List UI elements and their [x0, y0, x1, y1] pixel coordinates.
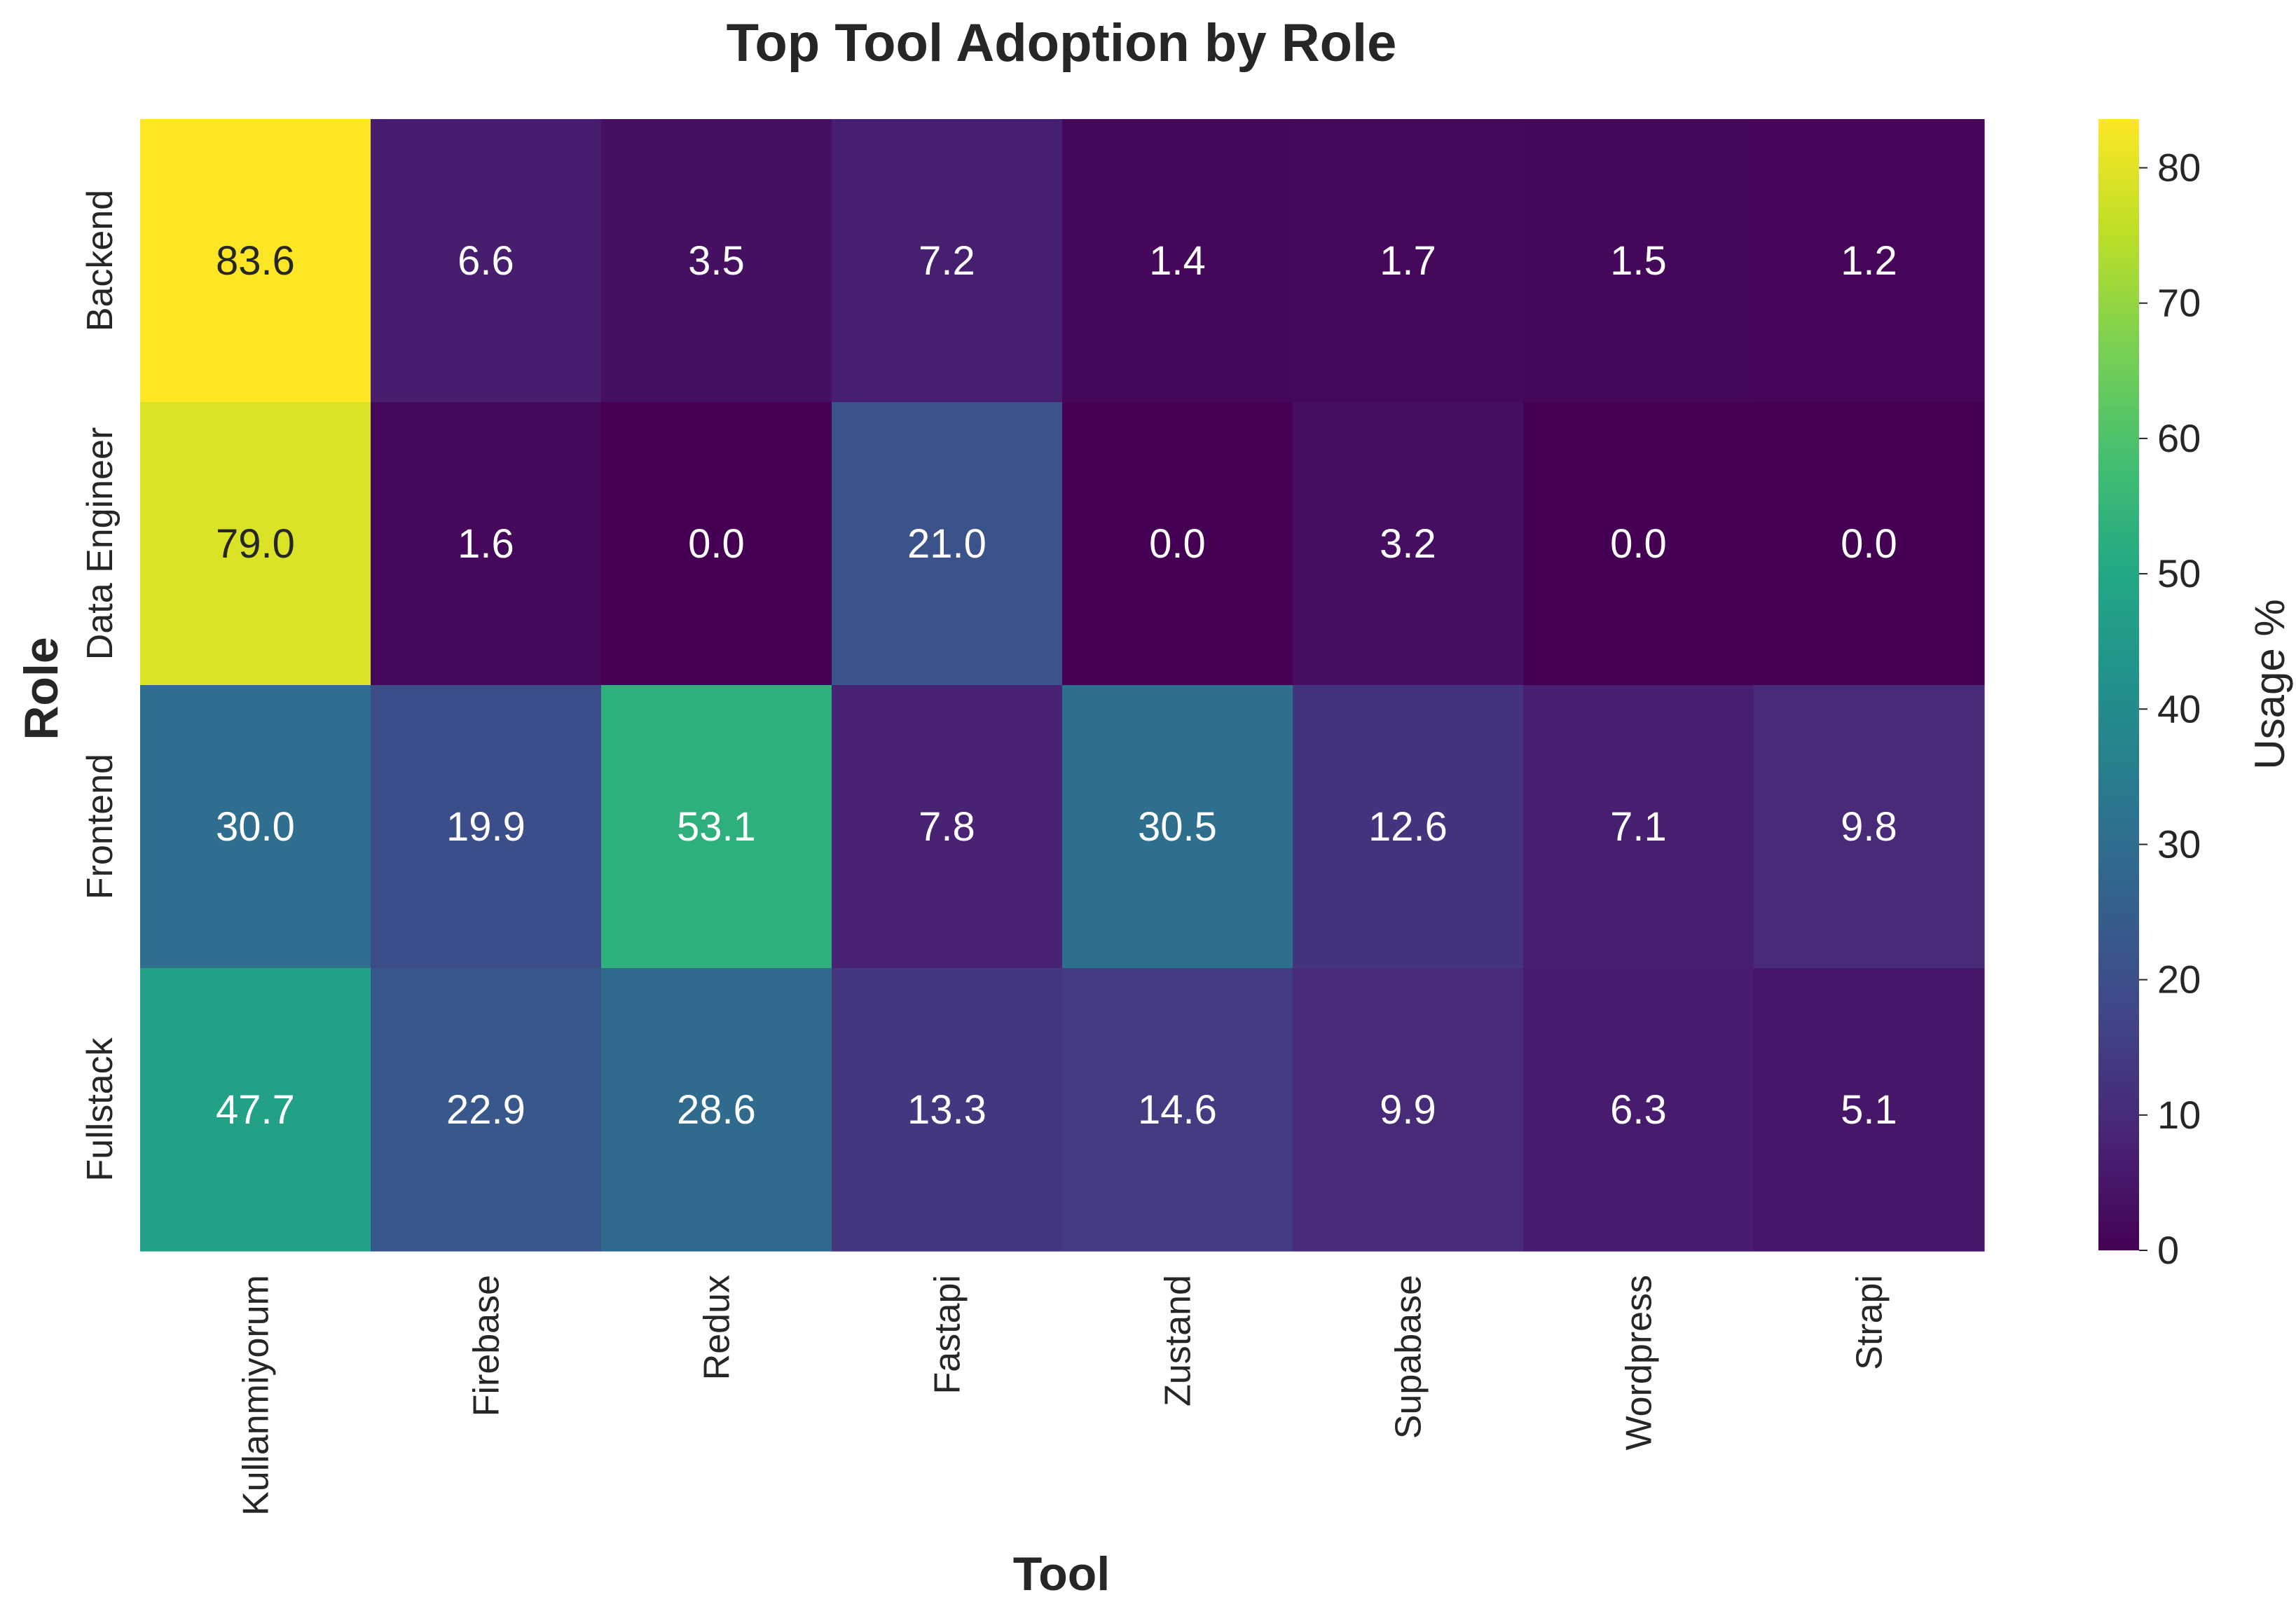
- cell-value-label: 30.5: [1138, 804, 1217, 850]
- heatmap-cell: [140, 119, 371, 403]
- heatmap-cell: [1062, 402, 1293, 686]
- colorbar-tick-label: 20: [2157, 958, 2201, 1002]
- cell-value-label: 6.3: [1610, 1087, 1667, 1133]
- colorbar-tick-label: 80: [2157, 146, 2201, 190]
- x-tick-label: Strapi: [1850, 1275, 1890, 1370]
- heatmap-cell: [371, 685, 602, 969]
- x-axis-tick-labels: Kullanmiyorum Firebase Redux Fastapi Zustand…: [236, 1275, 1890, 1516]
- heatmap-cell: [1754, 402, 1985, 686]
- heatmap-cell: [140, 968, 371, 1252]
- x-tick-label: Redux: [697, 1275, 738, 1380]
- cell-value-label: 1.5: [1610, 238, 1667, 284]
- colorbar-tick-label: 70: [2157, 281, 2201, 325]
- y-tick-label: Data Engineer: [80, 427, 121, 660]
- cell-value-label: 28.6: [677, 1087, 756, 1133]
- heatmap-cell: [371, 402, 602, 686]
- y-tick-label: Backend: [80, 190, 121, 331]
- colorbar-tick-label: 30: [2157, 822, 2201, 866]
- heatmap-cell: [601, 685, 832, 969]
- cell-value-label: 6.6: [458, 238, 514, 284]
- heatmap-cell: [1062, 685, 1293, 969]
- cell-value-label: 22.9: [446, 1087, 525, 1133]
- x-tick-label: Firebase: [467, 1275, 507, 1416]
- colorbar-tick-labels: 0 10 20 30 40 50 60 70 80: [2139, 146, 2201, 1272]
- cell-value-label: 30.0: [216, 804, 295, 850]
- colorbar-label: Usage %: [2246, 599, 2293, 769]
- chart-title: Top Tool Adoption by Role: [727, 13, 1397, 73]
- colorbar-tick-label: 60: [2157, 416, 2201, 460]
- cell-value-label: 0.0: [1841, 521, 1897, 567]
- cell-value-label: 1.2: [1841, 238, 1897, 284]
- x-tick-label: Wordpress: [1619, 1275, 1660, 1450]
- heatmap-cell: [1062, 119, 1293, 403]
- heatmap-cell: [1293, 968, 1524, 1252]
- cell-value-labels: 83.6 6.6 3.5 7.2 1.4 1.7 1.5 1.2 79.0 1.6 0.0 21.0 0…: [216, 238, 1897, 1133]
- cell-value-label: 9.9: [1380, 1087, 1436, 1133]
- heatmap-cell: [371, 968, 602, 1252]
- x-axis-label: Tool: [1013, 1547, 1110, 1601]
- cell-value-label: 0.0: [1149, 521, 1206, 567]
- heatmap-cell: [832, 119, 1063, 403]
- cell-value-label: 3.2: [1380, 521, 1436, 567]
- heatmap-cell: [371, 119, 602, 403]
- colorbar: [2098, 119, 2139, 1250]
- cell-value-label: 3.5: [688, 238, 745, 284]
- cell-value-label: 5.1: [1841, 1087, 1897, 1133]
- heatmap-cell: [601, 119, 832, 403]
- cell-value-label: 21.0: [907, 521, 987, 567]
- heatmap-cell: [1754, 119, 1985, 403]
- cell-value-label: 47.7: [216, 1087, 295, 1133]
- cell-value-label: 7.8: [919, 804, 975, 850]
- heatmap-cell: [1523, 685, 1754, 969]
- cell-value-label: 13.3: [907, 1087, 987, 1133]
- heatmap-cell: [832, 402, 1063, 686]
- heatmap-cell: [832, 685, 1063, 969]
- cell-value-label: 1.7: [1380, 238, 1436, 284]
- x-tick-label: Fastapi: [928, 1275, 968, 1395]
- cell-value-label: 14.6: [1138, 1087, 1217, 1133]
- y-axis-label: Role: [15, 637, 68, 740]
- x-tick-label: Zustand: [1158, 1275, 1199, 1407]
- heatmap-cell: [1523, 402, 1754, 686]
- cell-value-label: 0.0: [1610, 521, 1667, 567]
- cell-value-label: 53.1: [677, 804, 756, 850]
- heatmap-cell: [1062, 968, 1293, 1252]
- heatmap-cell: [1754, 685, 1985, 969]
- cell-value-label: 9.8: [1841, 804, 1897, 850]
- colorbar-tick-label: 50: [2157, 551, 2201, 595]
- heatmap-cell: [1293, 685, 1524, 969]
- cell-value-label: 1.4: [1149, 238, 1206, 284]
- cell-value-label: 0.0: [688, 521, 745, 567]
- heatmap-cell: [1754, 968, 1985, 1252]
- cell-value-label: 1.6: [458, 521, 514, 567]
- heatmap-cells: [140, 119, 1985, 1252]
- cell-value-label: 12.6: [1368, 804, 1448, 850]
- heatmap-cell: [601, 968, 832, 1252]
- x-tick-label: Supabase: [1389, 1275, 1429, 1439]
- cell-value-label: 83.6: [216, 238, 295, 284]
- heatmap-cell: [140, 402, 371, 686]
- heatmap-cell: [140, 685, 371, 969]
- heatmap-cell: [1523, 119, 1754, 403]
- x-tick-label: Kullanmiyorum: [236, 1275, 277, 1516]
- heatmap-cell: [1293, 119, 1524, 403]
- colorbar-tick-label: 40: [2157, 686, 2201, 731]
- cell-value-label: 7.1: [1610, 804, 1667, 850]
- heatmap-cell: [1523, 968, 1754, 1252]
- heatmap-cell: [832, 968, 1063, 1252]
- colorbar-tick-label: 0: [2157, 1228, 2179, 1272]
- heatmap-cell: [1293, 402, 1524, 686]
- y-tick-label: Frontend: [80, 754, 121, 899]
- colorbar-tick-label: 10: [2157, 1093, 2201, 1137]
- y-tick-label: Fullstack: [80, 1037, 121, 1181]
- heatmap-cell: [601, 402, 832, 686]
- cell-value-label: 7.2: [919, 238, 975, 284]
- cell-value-label: 19.9: [446, 804, 525, 850]
- cell-value-label: 79.0: [216, 521, 295, 567]
- y-axis-tick-labels: Backend Data Engineer Frontend Fullstack: [80, 190, 121, 1182]
